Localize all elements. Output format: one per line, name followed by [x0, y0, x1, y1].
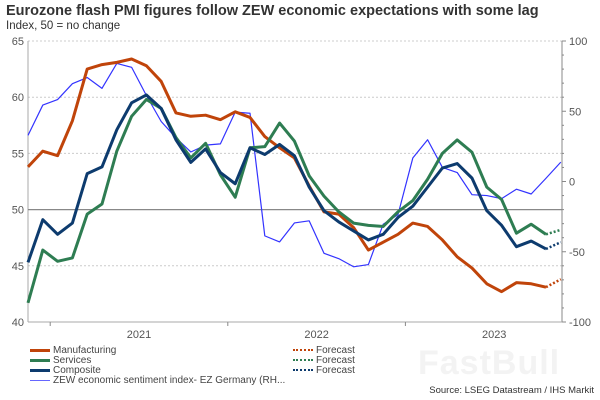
series-line-zew: [27, 62, 562, 268]
legend-label: Forecast: [316, 354, 355, 366]
source-note: Source: LSEG Datastream / IHS Markit: [429, 385, 594, 396]
legend-label: Forecast: [316, 344, 355, 356]
y-right-tick-label: -100: [569, 317, 591, 329]
y-left-tick-label: 50: [12, 205, 24, 217]
y-left-tick-label: 55: [12, 148, 24, 160]
y-right-tick-label: -50: [569, 247, 585, 259]
legend-label: Manufacturing: [53, 344, 117, 356]
legend-label: Composite: [53, 364, 101, 376]
x-tick-label: 2023: [482, 329, 506, 341]
legend-manufacturing-forecast: Forecast: [293, 344, 355, 356]
forecast-line-composite: [545, 241, 562, 251]
legend-services-forecast: Forecast: [293, 354, 355, 366]
legend-label: Forecast: [316, 364, 355, 376]
y-right-tick-label: 100: [569, 36, 587, 48]
legend-composite: Composite: [30, 364, 101, 376]
chart-title: Eurozone flash PMI figures follow ZEW ec…: [6, 3, 539, 19]
chart-subtitle: Index, 50 = no change: [6, 20, 121, 32]
series-line-manufacturing: [26, 57, 547, 294]
forecast-line-manufacturing: [545, 278, 562, 289]
series-line-services: [26, 97, 547, 304]
y-left-tick-label: 40: [12, 317, 24, 329]
y-left-tick-label: 60: [12, 92, 24, 104]
y-left-tick-label: 45: [12, 261, 24, 273]
x-tick-label: 2021: [127, 329, 151, 341]
legend-zew: ZEW economic sentiment index- EZ Germany…: [30, 374, 286, 386]
y-right-tick-label: 50: [569, 106, 581, 118]
legend-label: ZEW economic sentiment index- EZ Germany…: [53, 374, 286, 386]
x-tick-label: 2022: [304, 329, 328, 341]
legend-manufacturing: Manufacturing: [30, 344, 117, 356]
legend-composite-forecast: Forecast: [293, 364, 355, 376]
legend-services: Services: [30, 354, 92, 366]
series-line-composite: [26, 93, 547, 263]
y-right-tick-label: 0: [569, 177, 575, 189]
forecast-line-services: [545, 228, 562, 236]
legend-label: Services: [53, 354, 92, 366]
y-left-tick-label: 65: [12, 36, 24, 48]
watermark-logo: FastBull: [418, 344, 561, 382]
